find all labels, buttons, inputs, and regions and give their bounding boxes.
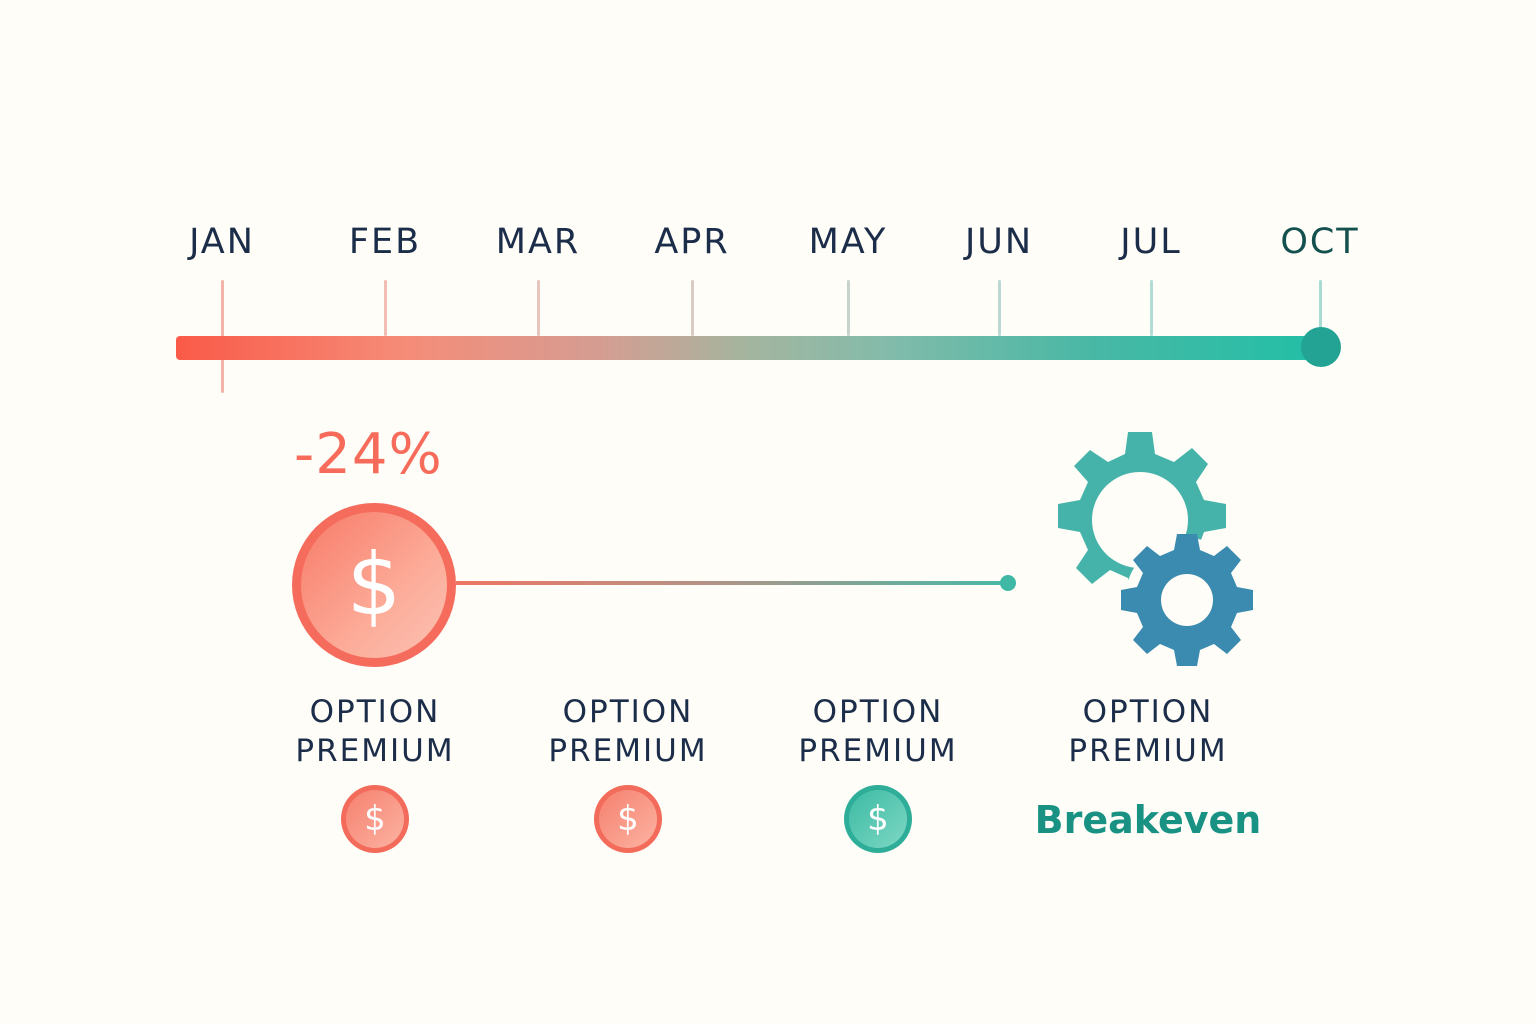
tick-jul xyxy=(1149,280,1153,336)
dollar-symbol: $ xyxy=(301,512,447,658)
month-label-oct: OCT xyxy=(1280,222,1360,262)
tick-apr xyxy=(690,280,694,336)
stage-label-2: OPTION PREMIUM xyxy=(513,693,743,771)
month-label-jul: JUL xyxy=(1120,222,1182,262)
tick-mar xyxy=(536,280,540,336)
tick-oct xyxy=(1318,280,1322,330)
month-label-mar: MAR xyxy=(495,222,581,262)
stage-label-line1: OPTION xyxy=(309,694,441,730)
timeline-bar xyxy=(176,336,1322,360)
dollar-coin-icon: $ xyxy=(844,785,912,853)
stage-label-line2: PREMIUM xyxy=(798,733,958,769)
progress-connector-line xyxy=(456,581,1008,585)
stage-label-line1: OPTION xyxy=(1082,694,1214,730)
timeline-end-marker xyxy=(1301,327,1341,367)
percent-change-label: -24% xyxy=(294,422,443,487)
dollar-coin-icon: $ xyxy=(594,785,662,853)
dollar-symbol: $ xyxy=(346,790,404,848)
month-label-jan: JAN xyxy=(189,222,255,262)
stage-label-1: OPTION PREMIUM xyxy=(260,693,490,771)
breakeven-label: Breakeven xyxy=(1034,798,1262,842)
dollar-symbol: $ xyxy=(599,790,657,848)
stage-label-line1: OPTION xyxy=(562,694,694,730)
tick-may xyxy=(846,280,850,336)
connector-end-dot xyxy=(1000,575,1016,591)
month-label-jun: JUN xyxy=(964,222,1034,262)
stage-label-line2: PREMIUM xyxy=(1068,733,1228,769)
stage-label-line1: OPTION xyxy=(812,694,944,730)
gears-icon xyxy=(1058,432,1253,666)
dollar-coin-icon: $ xyxy=(341,785,409,853)
tick-jun xyxy=(997,280,1001,336)
month-label-may: MAY xyxy=(808,222,888,262)
dollar-symbol: $ xyxy=(849,790,907,848)
stage-label-3: OPTION PREMIUM xyxy=(763,693,993,771)
stage-label-line2: PREMIUM xyxy=(295,733,455,769)
stage-label-4: OPTION PREMIUM xyxy=(1033,693,1263,771)
month-label-feb: FEB xyxy=(348,222,422,262)
tick-feb xyxy=(383,280,387,336)
stage-label-line2: PREMIUM xyxy=(548,733,708,769)
dollar-coin-large-icon: $ xyxy=(292,503,456,667)
month-label-apr: APR xyxy=(654,222,730,262)
